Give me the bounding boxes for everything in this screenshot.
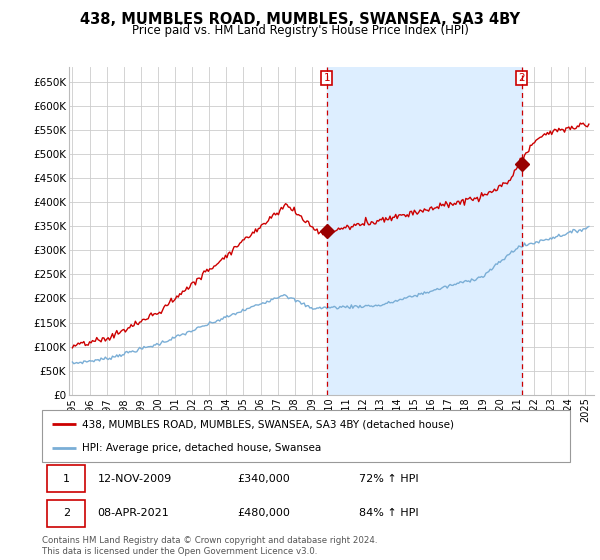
FancyBboxPatch shape xyxy=(47,500,85,526)
Text: Price paid vs. HM Land Registry's House Price Index (HPI): Price paid vs. HM Land Registry's House … xyxy=(131,24,469,36)
Text: 2: 2 xyxy=(518,73,525,83)
Text: 1: 1 xyxy=(63,474,70,484)
Bar xyxy=(327,67,521,395)
Text: £480,000: £480,000 xyxy=(238,508,290,518)
Text: 72% ↑ HPI: 72% ↑ HPI xyxy=(359,474,418,484)
Text: 2: 2 xyxy=(63,508,70,518)
Text: 84% ↑ HPI: 84% ↑ HPI xyxy=(359,508,418,518)
Text: 12-NOV-2009: 12-NOV-2009 xyxy=(97,474,172,484)
Text: HPI: Average price, detached house, Swansea: HPI: Average price, detached house, Swan… xyxy=(82,443,321,453)
FancyBboxPatch shape xyxy=(47,465,85,492)
Text: £340,000: £340,000 xyxy=(238,474,290,484)
Text: 438, MUMBLES ROAD, MUMBLES, SWANSEA, SA3 4BY: 438, MUMBLES ROAD, MUMBLES, SWANSEA, SA3… xyxy=(80,12,520,27)
Text: Contains HM Land Registry data © Crown copyright and database right 2024.
This d: Contains HM Land Registry data © Crown c… xyxy=(42,536,377,556)
Text: 1: 1 xyxy=(323,73,330,83)
Text: 08-APR-2021: 08-APR-2021 xyxy=(97,508,169,518)
Text: 438, MUMBLES ROAD, MUMBLES, SWANSEA, SA3 4BY (detached house): 438, MUMBLES ROAD, MUMBLES, SWANSEA, SA3… xyxy=(82,419,454,430)
